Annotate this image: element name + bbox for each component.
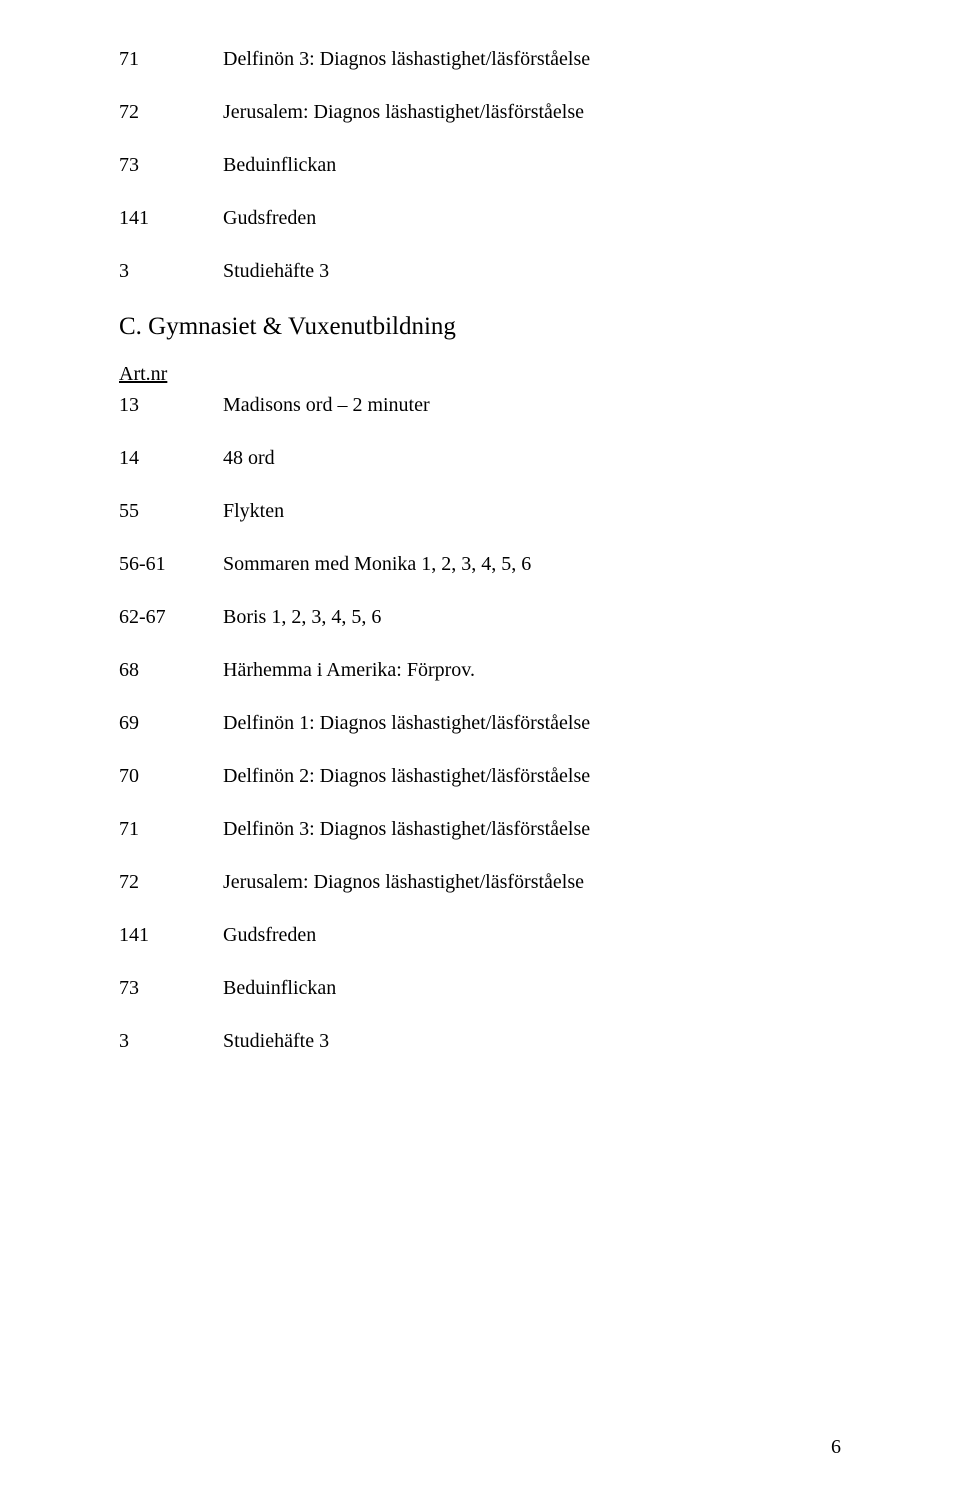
row-number: 73 xyxy=(119,977,223,1000)
page-number: 6 xyxy=(831,1436,841,1459)
list-row: 72 Jerusalem: Diagnos läshastighet/läsfö… xyxy=(119,101,841,124)
row-number: 56-61 xyxy=(119,553,223,576)
subheading-artnr: Art.nr xyxy=(119,363,841,386)
row-number: 73 xyxy=(119,154,223,177)
list-row: 68 Härhemma i Amerika: Förprov. xyxy=(119,659,841,682)
row-number: 13 xyxy=(119,394,223,417)
section-heading: C. Gymnasiet & Vuxenutbildning xyxy=(119,313,841,341)
row-description: Beduinflickan xyxy=(223,154,336,177)
list-row: 3 Studiehäfte 3 xyxy=(119,260,841,283)
row-description: Gudsfreden xyxy=(223,207,316,230)
list-row: 62-67 Boris 1, 2, 3, 4, 5, 6 xyxy=(119,606,841,629)
section-1: 71 Delfinön 3: Diagnos läshastighet/läsf… xyxy=(119,48,841,283)
row-number: 69 xyxy=(119,712,223,735)
row-description: Madisons ord – 2 minuter xyxy=(223,394,430,417)
row-description: Delfinön 3: Diagnos läshastighet/läsförs… xyxy=(223,818,590,841)
row-description: Jerusalem: Diagnos läshastighet/läsförst… xyxy=(223,871,584,894)
row-number: 72 xyxy=(119,101,223,124)
row-description: 48 ord xyxy=(223,447,275,470)
row-number: 3 xyxy=(119,260,223,283)
row-number: 141 xyxy=(119,207,223,230)
list-row: 73 Beduinflickan xyxy=(119,977,841,1000)
row-description: Härhemma i Amerika: Förprov. xyxy=(223,659,475,682)
row-description: Boris 1, 2, 3, 4, 5, 6 xyxy=(223,606,381,629)
row-number: 14 xyxy=(119,447,223,470)
row-description: Beduinflickan xyxy=(223,977,336,1000)
row-number: 141 xyxy=(119,924,223,947)
row-description: Delfinön 3: Diagnos läshastighet/läsförs… xyxy=(223,48,590,71)
row-description: Delfinön 1: Diagnos läshastighet/läsförs… xyxy=(223,712,590,735)
list-row: 55 Flykten xyxy=(119,500,841,523)
list-row: 73 Beduinflickan xyxy=(119,154,841,177)
list-row: 56-61 Sommaren med Monika 1, 2, 3, 4, 5,… xyxy=(119,553,841,576)
list-row: 72 Jerusalem: Diagnos läshastighet/läsfö… xyxy=(119,871,841,894)
row-number: 3 xyxy=(119,1030,223,1053)
row-description: Delfinön 2: Diagnos läshastighet/läsförs… xyxy=(223,765,590,788)
list-row: 141 Gudsfreden xyxy=(119,924,841,947)
list-row: 69 Delfinön 1: Diagnos läshastighet/läsf… xyxy=(119,712,841,735)
list-row: 71 Delfinön 3: Diagnos läshastighet/läsf… xyxy=(119,48,841,71)
row-number: 62-67 xyxy=(119,606,223,629)
section-2: 13 Madisons ord – 2 minuter 14 48 ord 55… xyxy=(119,394,841,1053)
row-description: Gudsfreden xyxy=(223,924,316,947)
row-description: Jerusalem: Diagnos läshastighet/läsförst… xyxy=(223,101,584,124)
row-description: Studiehäfte 3 xyxy=(223,260,329,283)
list-row: 71 Delfinön 3: Diagnos läshastighet/läsf… xyxy=(119,818,841,841)
list-row: 3 Studiehäfte 3 xyxy=(119,1030,841,1053)
row-number: 55 xyxy=(119,500,223,523)
list-row: 13 Madisons ord – 2 minuter xyxy=(119,394,841,417)
row-description: Sommaren med Monika 1, 2, 3, 4, 5, 6 xyxy=(223,553,531,576)
list-row: 14 48 ord xyxy=(119,447,841,470)
row-description: Studiehäfte 3 xyxy=(223,1030,329,1053)
row-number: 70 xyxy=(119,765,223,788)
row-number: 71 xyxy=(119,818,223,841)
list-row: 70 Delfinön 2: Diagnos läshastighet/läsf… xyxy=(119,765,841,788)
row-description: Flykten xyxy=(223,500,284,523)
list-row: 141 Gudsfreden xyxy=(119,207,841,230)
row-number: 72 xyxy=(119,871,223,894)
row-number: 68 xyxy=(119,659,223,682)
row-number: 71 xyxy=(119,48,223,71)
